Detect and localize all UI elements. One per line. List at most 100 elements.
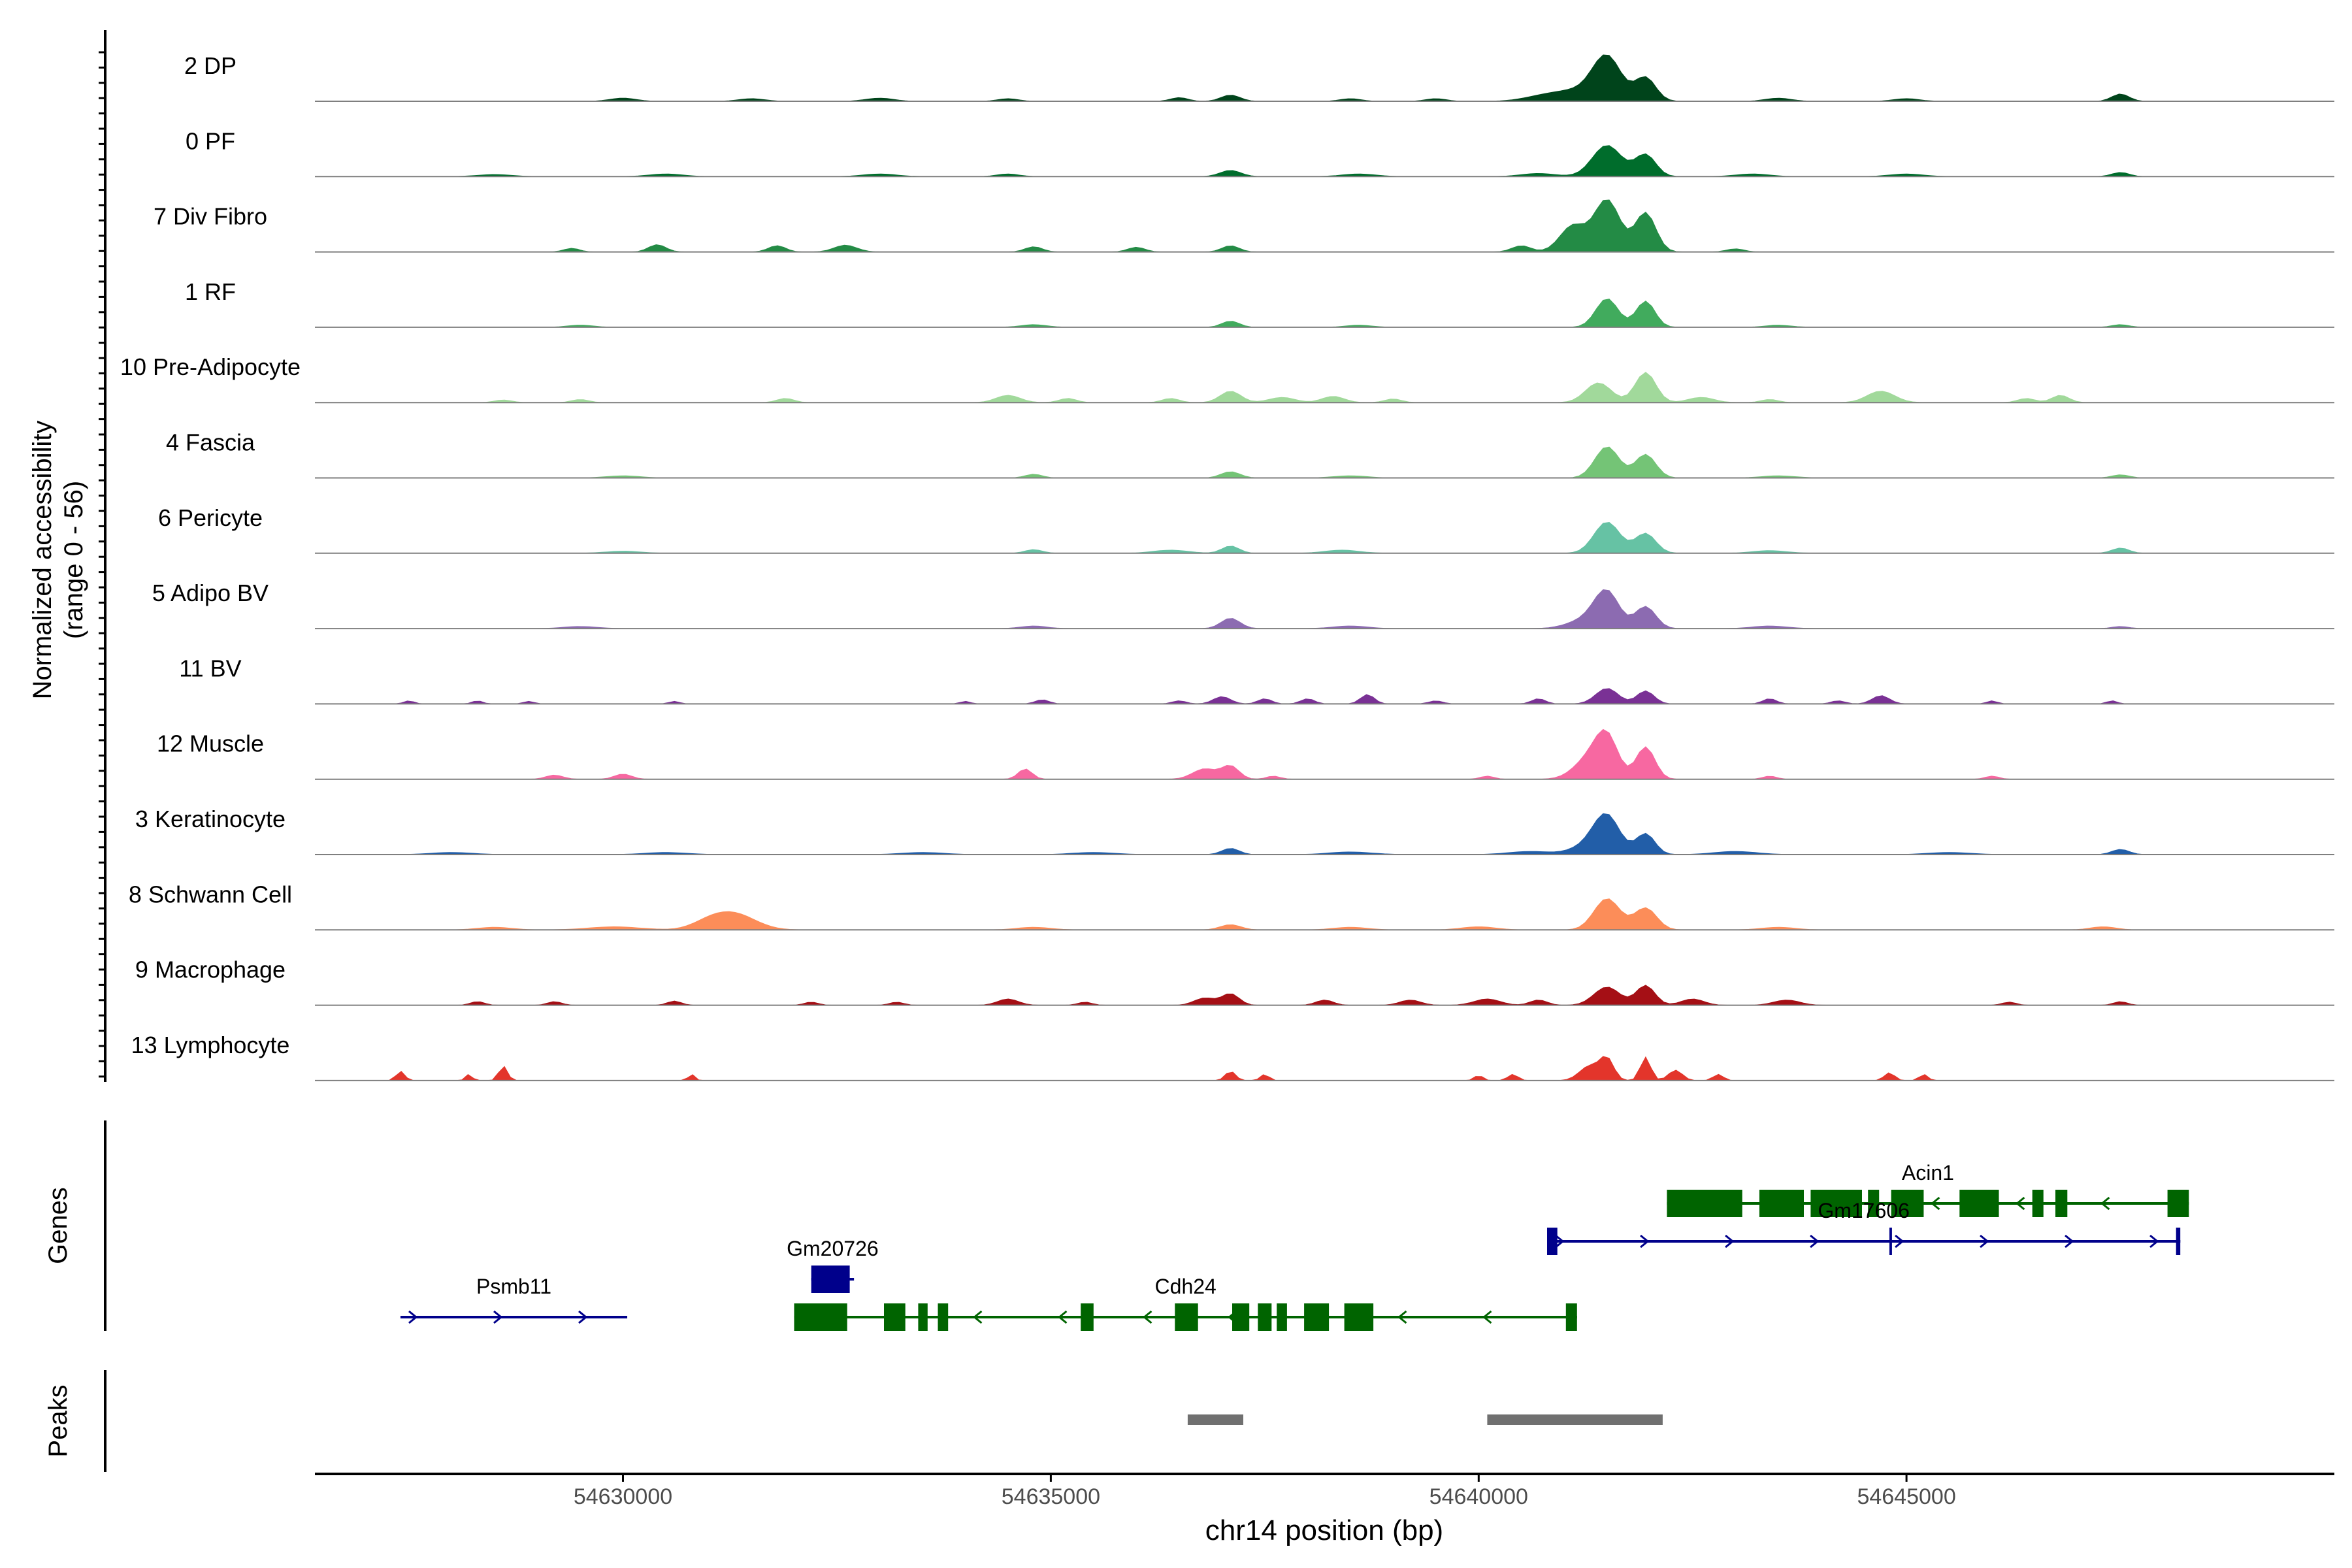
gene-psmb11: Psmb11 (400, 1275, 628, 1324)
track-label: 9 Macrophage (135, 956, 286, 983)
gene-exon (918, 1303, 928, 1331)
gene-exon (1759, 1190, 1804, 1217)
track-10: 12 Muscle (157, 728, 2334, 780)
strand-arrow (1895, 1234, 1904, 1249)
gene-exon (1891, 1190, 1924, 1217)
track-8: 5 Adipo BV (152, 580, 2334, 630)
track-label: 10 Pre-Adipocyte (120, 353, 301, 380)
track-label: 13 Lymphocyte (131, 1032, 290, 1058)
track-label: 8 Schwann Cell (129, 881, 292, 907)
strand-arrow (2016, 1196, 2025, 1211)
peaks-panel-label: Peaks (44, 1384, 73, 1457)
gene-exon (1304, 1303, 1330, 1331)
gene-label: Gm20726 (787, 1237, 879, 1260)
gene-label: Acin1 (1902, 1161, 1954, 1184)
accessibility-tracks: 2 DP 0 PF 7 Div Fibro 1 RF 10 Pre-Adipocyte 4… (120, 52, 2334, 1081)
gene-label: Gm17606 (1818, 1199, 1910, 1222)
track-label: 7 Div Fibro (154, 203, 267, 230)
track-label: 3 Keratinocyte (135, 806, 286, 832)
strand-arrow (408, 1310, 418, 1324)
x-axis-ticks: 54630000 54635000 54640000 54645000 (574, 1474, 1956, 1509)
strand-arrow (1980, 1234, 1989, 1249)
x-tick-label: 54630000 (574, 1484, 672, 1509)
x-tick-label: 54635000 (1002, 1484, 1100, 1509)
track-5: 10 Pre-Adipocyte (120, 353, 2334, 404)
track-label: 4 Fascia (166, 429, 255, 456)
x-tick-label: 54640000 (1429, 1484, 1528, 1509)
track-13: 9 Macrophage (135, 956, 2334, 1006)
gene-exon (1232, 1303, 1250, 1331)
peak-regions (1187, 1414, 1663, 1425)
genes-panel-label: Genes (44, 1187, 73, 1264)
strand-arrow (1397, 1310, 1407, 1324)
track-3: 7 Div Fibro (154, 199, 2334, 253)
y-axis-title-line2: (range 0 - 56) (59, 481, 88, 639)
strand-arrow (1555, 1234, 1565, 1249)
track-label: 2 DP (184, 52, 237, 79)
strand-arrow (1725, 1234, 1735, 1249)
accessibility-y-axis: Normalized accessibility (range 0 - 56) (28, 30, 106, 1082)
gene-exon (1889, 1228, 1892, 1255)
strand-arrow (2065, 1234, 2074, 1249)
strand-arrow (1482, 1310, 1492, 1324)
gene-gm20726: Gm20726 (787, 1237, 879, 1293)
gene-exon (1667, 1190, 1742, 1217)
peaks-panel: Peaks (44, 1370, 1663, 1472)
track-1: 2 DP (184, 52, 2334, 102)
track-label: 12 Muscle (157, 730, 264, 757)
peak-region-2 (1487, 1414, 1663, 1425)
gene-exon (811, 1266, 850, 1293)
gene-exon (1277, 1303, 1287, 1331)
track-label: 0 PF (186, 127, 235, 154)
track-9: 11 BV (179, 655, 2334, 705)
track-7: 6 Pericyte (158, 504, 2334, 554)
gene-exon (2167, 1190, 2189, 1217)
gene-exon (1868, 1190, 1880, 1217)
track-signal (340, 813, 2283, 855)
x-axis: 54630000 54635000 54640000 54645000 chr14 p… (315, 1473, 2334, 1546)
peak-region-1 (1187, 1414, 1243, 1425)
strand-arrow (1058, 1310, 1068, 1324)
genes-panel: Genes Acin1 Gm17606 Gm20726 Psmb11 Cdh24 (44, 1120, 2189, 1331)
gene-acin1: Acin1 (1667, 1161, 2189, 1217)
track-6: 4 Fascia (166, 429, 2334, 479)
strand-arrow (1931, 1196, 1940, 1211)
x-tick-label: 54645000 (1857, 1484, 1955, 1509)
gene-exon (1344, 1303, 1374, 1331)
gene-label: Cdh24 (1155, 1275, 1217, 1298)
gene-label: Psmb11 (476, 1275, 551, 1298)
gene-exon (1547, 1228, 1558, 1255)
track-label: 5 Adipo BV (152, 580, 269, 606)
gene-exon (2176, 1228, 2181, 1255)
track-label: 6 Pericyte (158, 504, 263, 531)
strand-arrow (493, 1310, 503, 1324)
x-axis-title: chr14 position (bp) (1205, 1514, 1443, 1546)
accessibility-axis-ticks (99, 51, 105, 1078)
gene-exon (1258, 1303, 1272, 1331)
gene-exon (1175, 1303, 1198, 1331)
strand-arrow (973, 1310, 983, 1324)
track-4: 1 RF (185, 278, 2334, 328)
track-14: 13 Lymphocyte (131, 1032, 2334, 1081)
track-label: 11 BV (179, 655, 241, 681)
gene-models: Acin1 Gm17606 Gm20726 Psmb11 Cdh24 (400, 1161, 2189, 1331)
strand-arrow (1143, 1310, 1152, 1324)
gene-exon (794, 1303, 847, 1331)
strand-arrow (1640, 1234, 1650, 1249)
gene-exon (2032, 1190, 2044, 1217)
gene-exon (938, 1303, 949, 1331)
gene-gm17606: Gm17606 (1547, 1199, 2181, 1255)
gene-exon (1959, 1190, 1999, 1217)
strand-arrow (1810, 1234, 1820, 1249)
track-11: 3 Keratinocyte (135, 806, 2334, 855)
y-axis-title-line1: Normalized accessibility (28, 421, 57, 700)
track-label: 1 RF (185, 278, 236, 305)
gene-exon (1081, 1303, 1094, 1331)
gene-exon (1810, 1190, 1862, 1217)
strand-arrow (578, 1310, 588, 1324)
gene-exon (2055, 1190, 2068, 1217)
gene-exon (884, 1303, 906, 1331)
gene-exon (1565, 1303, 1577, 1331)
